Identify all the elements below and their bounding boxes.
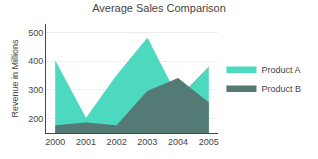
svg-text:2002: 2002 [107, 137, 127, 147]
svg-text:2004: 2004 [168, 137, 188, 147]
svg-text:200: 200 [28, 114, 43, 124]
svg-text:Average Sales Comparison: Average Sales Comparison [92, 2, 226, 14]
svg-text:2000: 2000 [45, 137, 65, 147]
svg-text:2001: 2001 [76, 137, 96, 147]
svg-text:300: 300 [28, 85, 43, 95]
svg-text:500: 500 [28, 28, 43, 38]
svg-text:2003: 2003 [137, 137, 157, 147]
svg-text:2005: 2005 [199, 137, 219, 147]
svg-text:Revenue in Millions: Revenue in Millions [10, 39, 20, 118]
svg-text:400: 400 [28, 56, 43, 66]
svg-text:Product B: Product B [261, 84, 301, 94]
svg-text:Product A: Product A [261, 65, 300, 75]
